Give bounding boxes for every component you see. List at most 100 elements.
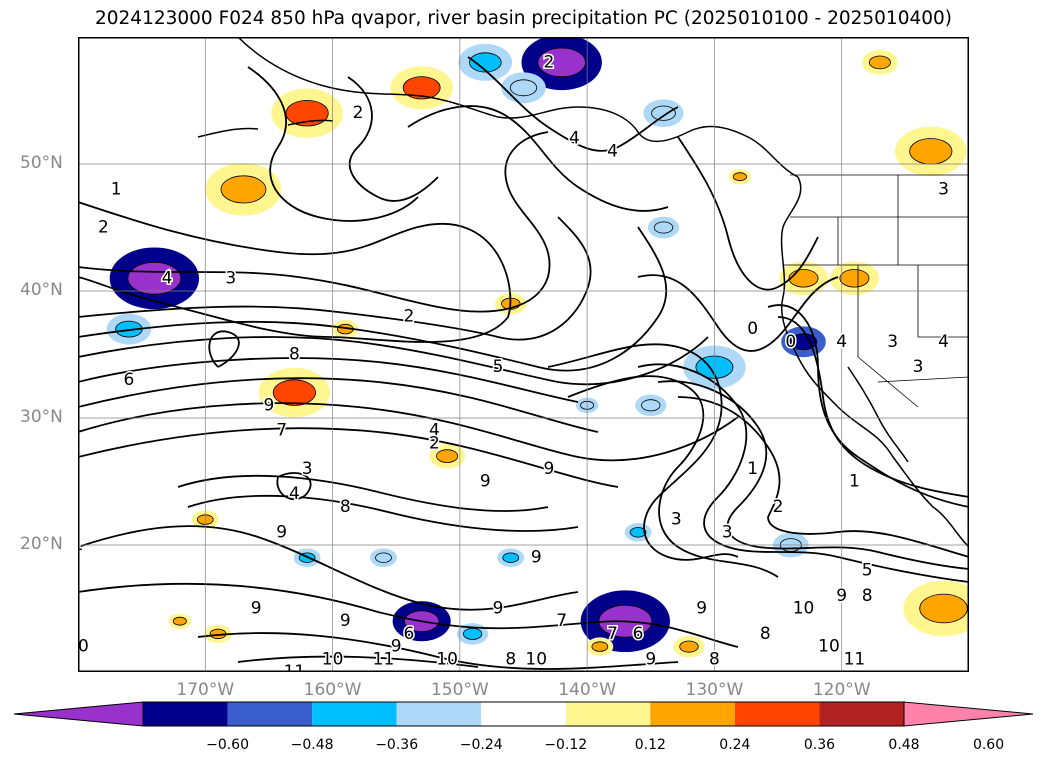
contour-label: 3: [225, 268, 236, 288]
contour-label: 4: [289, 484, 300, 504]
contour-label: 2: [353, 103, 364, 123]
border-us-mexico: [877, 376, 969, 383]
precip-blob: [272, 379, 316, 406]
contour-label: 9: [544, 459, 555, 479]
contour-label: 8: [505, 649, 516, 669]
contour-line: [657, 380, 969, 570]
contour-label: 2: [429, 433, 440, 453]
contour-line: [78, 427, 619, 488]
contour-line: [637, 274, 839, 352]
contour-label: 10: [436, 649, 458, 669]
contour-label: 2: [98, 218, 109, 238]
contour-label: 9: [836, 586, 847, 606]
contour-label: 9: [480, 472, 491, 492]
contour-label: 9: [251, 599, 262, 619]
lon-label-160w: 160°W: [303, 680, 362, 700]
colorbar-segment: [819, 702, 904, 726]
contour-label: 6: [124, 370, 135, 390]
contour-label: 9: [531, 548, 542, 568]
colorbar-tick-label: 0.12: [634, 737, 666, 753]
lat-label-40n: 40°N: [20, 280, 63, 300]
contour-line: [78, 216, 592, 341]
contour-label: 11: [844, 649, 866, 669]
contour-line: [78, 525, 579, 611]
coastline-aleutians: [197, 119, 334, 138]
contour-label: 5: [862, 560, 873, 580]
contour-line: [208, 330, 240, 368]
contour-line: [677, 396, 969, 558]
lat-label-20n: 20°N: [20, 534, 63, 554]
contour-label: 3: [887, 332, 898, 352]
colorbar-tick-label: 0.60: [972, 737, 1005, 753]
contour-label: 1: [747, 459, 758, 479]
contour-label: 3: [671, 510, 682, 530]
figure-title: 2024123000 F024 850 hPa qvapor, river ba…: [94, 8, 953, 29]
coastline-baja: [847, 366, 909, 463]
contour-line: [247, 66, 419, 222]
contour-label: 8: [760, 624, 771, 644]
contour-line: [78, 131, 551, 313]
contour-label: 1: [111, 179, 122, 199]
colorbar-tick-label: −0.24: [459, 737, 503, 753]
lon-label-150w: 150°W: [430, 680, 489, 700]
contour-label: 6: [404, 624, 415, 644]
lon-label-170w: 170°W: [176, 680, 235, 700]
contour-line: [177, 474, 549, 512]
contour-line: [78, 582, 739, 648]
contour-line: [197, 632, 679, 670]
contour-label: 3: [913, 357, 924, 377]
colorbar-tick-label: 0.36: [803, 737, 836, 753]
precip-blob: [402, 76, 441, 100]
map-panel: 1243224425869798342489919910997109611111…: [33, 37, 989, 684]
colorbar-segment: [227, 702, 313, 726]
contour-line: [467, 56, 679, 152]
contour-label: 7: [607, 624, 618, 644]
contour-label: 2: [773, 497, 784, 517]
graticule: [78, 37, 969, 672]
contour-line: [347, 76, 439, 202]
contour-label: 7: [276, 421, 287, 441]
precip-blob: [732, 172, 747, 182]
contour-label: 9: [340, 611, 351, 631]
colorbar-segment: [481, 702, 566, 726]
contour-label: 2: [404, 306, 415, 326]
border-state-3: [857, 265, 919, 408]
colorbar-tick-label: −0.36: [375, 737, 419, 753]
contour-line: [78, 377, 599, 433]
colorbar-tick-label: −0.12: [544, 737, 588, 753]
contour-line: [637, 363, 969, 583]
coastlines: [197, 37, 969, 548]
lat-label-50n: 50°N: [20, 153, 63, 173]
lat-label-30n: 30°N: [20, 407, 63, 427]
contour-label: 11: [373, 649, 395, 669]
contour-line: [276, 472, 312, 501]
contour-label: 1: [849, 472, 860, 492]
contour-line: [78, 402, 739, 462]
precip-blob: [375, 552, 392, 563]
map-canvas: 1243224425869798342489919910997109611111…: [33, 37, 989, 684]
contour-label: 7: [556, 611, 567, 631]
colorbar-tick-label: 0.48: [888, 737, 920, 753]
colorbar-extend-max: [903, 701, 1034, 727]
contour-label: 4: [429, 421, 440, 441]
contour-label: 10: [78, 637, 89, 657]
lon-label-120w: 120°W: [812, 680, 871, 700]
contour-line: [767, 304, 969, 508]
precip-blob: [919, 593, 968, 624]
colorbar-segment: [565, 702, 651, 726]
precip-blob: [629, 527, 647, 538]
colorbar-tick-label: −0.60: [206, 737, 249, 753]
contour-line: [237, 655, 479, 668]
contour-label: 8: [709, 649, 720, 669]
contour-label: 4: [607, 141, 618, 161]
contour-line: [78, 357, 579, 403]
colorbar-segments: [13, 701, 1034, 727]
precip-blob: [641, 399, 661, 412]
precip-blob: [469, 52, 502, 73]
precip-blob: [651, 105, 676, 121]
precip-blob: [537, 47, 586, 78]
contour-label: 9: [696, 599, 707, 619]
contour-label: 8: [289, 345, 300, 365]
coastline-northamerica: [780, 176, 969, 548]
contour-label: 9: [493, 599, 504, 619]
